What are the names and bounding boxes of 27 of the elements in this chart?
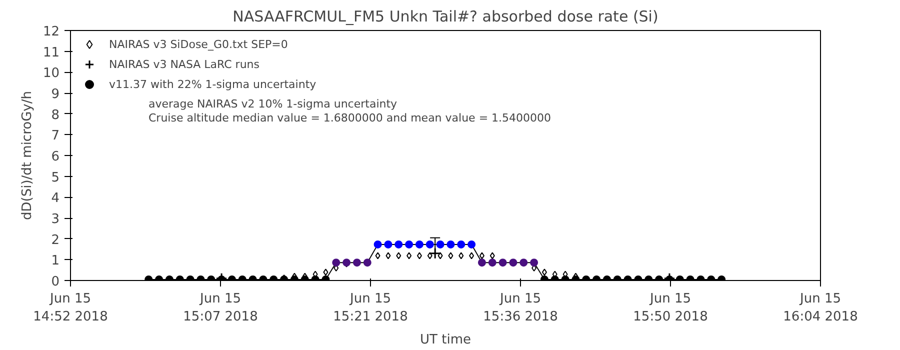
y-tick-label: 8 (51, 108, 60, 123)
x-axis-title: UT time (420, 332, 471, 348)
y-tick-label: 11 (42, 45, 60, 60)
y-tick-label: 0 (51, 274, 60, 290)
y-tick-label: 6 (51, 150, 60, 164)
y-tick-label: 4 (51, 191, 60, 206)
y-tick-label: 9 (51, 87, 60, 102)
chart-title: NASAAFRCMUL_FM5 Unkn Tail#? absorbed dose rate (Si) (232, 8, 658, 26)
x-tick-label: Jun 15 14:52 2018 (33, 292, 108, 324)
y-tick-label: 12 (42, 24, 60, 40)
x-tick-label: Jun 15 15:36 2018 (483, 292, 558, 324)
legend-label: NAIRAS v3 NASA LaRC runs (109, 57, 260, 71)
legend-label: NAIRAS v3 SiDose_G0.txt SEP=0 (109, 37, 288, 51)
x-tick-label: Jun 15 16:04 2018 (783, 292, 858, 324)
annotation: average NAIRAS v2 10% 1-sigma uncertainty (148, 98, 398, 110)
y-tick-label: 3 (51, 212, 60, 227)
y-tick-label: 2 (51, 232, 60, 248)
y-tick-label: 10 (42, 66, 60, 82)
legend-label: v11.37 with 22% 1-sigma uncertainty (109, 77, 316, 91)
y-axis-title: dD(Si)/dt microGy/h (20, 91, 35, 220)
y-tick-label: 5 (51, 170, 60, 186)
x-tick-label: Jun 15 15:07 2018 (183, 292, 258, 324)
x-tick-label: Jun 15 15:21 2018 (333, 292, 408, 324)
y-tick-label: 1 (51, 254, 60, 269)
x-tick-label: Jun 15 15:50 2018 (633, 292, 708, 324)
annotation: Cruise altitude median value = 1.6800000 and mean value = 1.5400000 (148, 112, 552, 124)
y-tick-label: 7 (51, 128, 60, 144)
